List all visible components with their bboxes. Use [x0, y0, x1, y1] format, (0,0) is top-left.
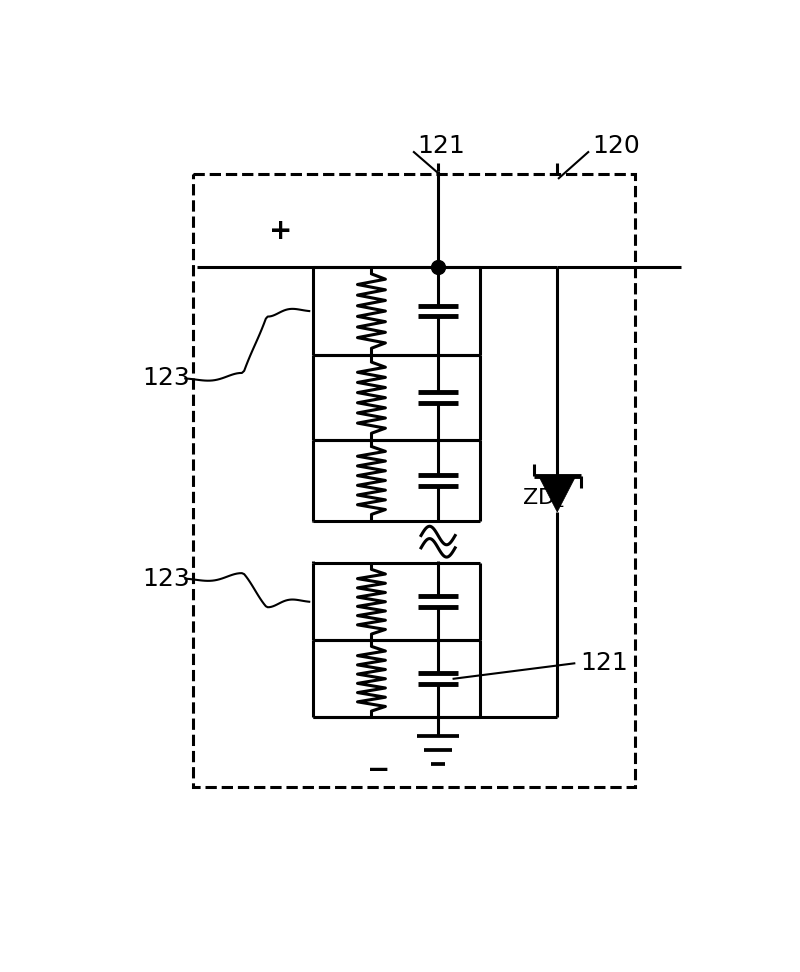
- Text: 123: 123: [142, 567, 190, 591]
- Polygon shape: [538, 476, 576, 512]
- Bar: [193, 174, 634, 786]
- Text: 121: 121: [581, 651, 628, 676]
- Text: ZD$_1$: ZD$_1$: [522, 486, 566, 509]
- Text: +: +: [269, 217, 292, 245]
- Text: 120: 120: [592, 134, 640, 157]
- Text: 123: 123: [142, 366, 190, 391]
- Text: −: −: [367, 755, 390, 783]
- Text: 121: 121: [418, 134, 466, 157]
